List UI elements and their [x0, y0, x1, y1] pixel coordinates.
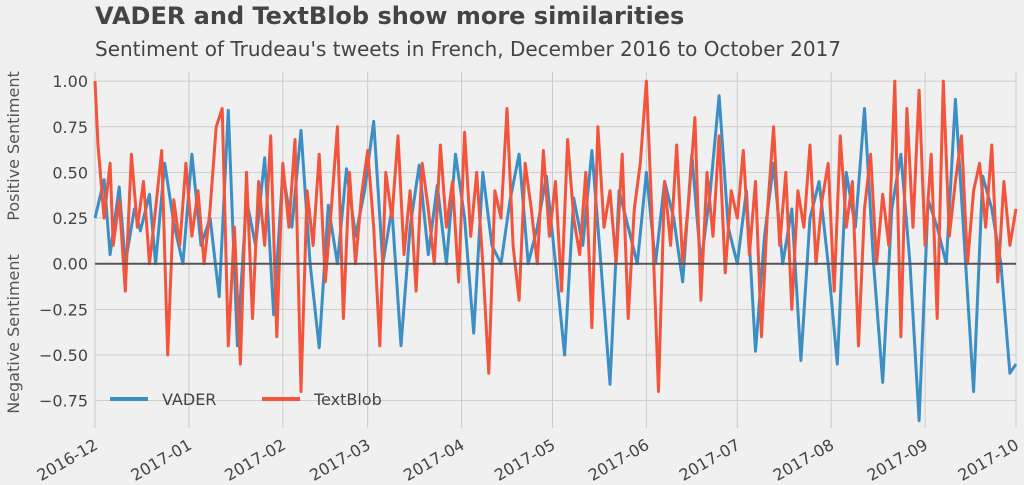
series-line-textblob — [93, 79, 1018, 393]
y-tick-label: 0.00 — [52, 255, 88, 274]
y-tick-label: 0.25 — [52, 209, 88, 228]
x-tick-label: 2017-01 — [128, 435, 195, 485]
ylabel-negative: Negative Sentiment — [4, 254, 23, 414]
ylabel-positive: Positive Sentiment — [4, 71, 23, 220]
x-tick-label: 2017-05 — [491, 435, 558, 485]
x-tick-label: 2017-07 — [676, 435, 743, 485]
series-layer — [93, 79, 1018, 423]
xtick-layer: 2016-12 2017-01 2017-02 2017-03 2017-04 2017-… — [34, 435, 1022, 485]
x-tick-label: 2017-10 — [955, 435, 1022, 485]
y-tick-label: 0.75 — [52, 118, 88, 137]
x-tick-label: 2017-06 — [585, 435, 652, 485]
x-tick-label: 2017-02 — [221, 435, 288, 485]
x-tick-label: 2017-03 — [306, 435, 373, 485]
y-tick-label: −0.25 — [39, 300, 88, 319]
chart-title: VADER and TextBlob show more similaritie… — [95, 2, 684, 30]
chart-subtitle: Sentiment of Trudeau's tweets in French,… — [95, 37, 841, 61]
legend: VADER TextBlob — [110, 390, 382, 409]
legend-vader-label: VADER — [162, 390, 216, 409]
y-tick-label: 1.00 — [52, 72, 88, 91]
y-tick-label: 0.50 — [52, 163, 88, 182]
legend-textblob-label: TextBlob — [313, 390, 382, 409]
ytick-layer: 1.00 0.75 0.50 0.25 0.00 −0.25 −0.50 −0.75 — [39, 72, 88, 410]
y-tick-label: −0.50 — [39, 346, 88, 365]
x-tick-label: 2016-12 — [34, 435, 101, 485]
x-tick-label: 2017-08 — [770, 435, 837, 485]
x-tick-label: 2017-09 — [864, 435, 931, 485]
y-tick-label: −0.75 — [39, 392, 88, 411]
x-tick-label: 2017-04 — [400, 435, 467, 485]
